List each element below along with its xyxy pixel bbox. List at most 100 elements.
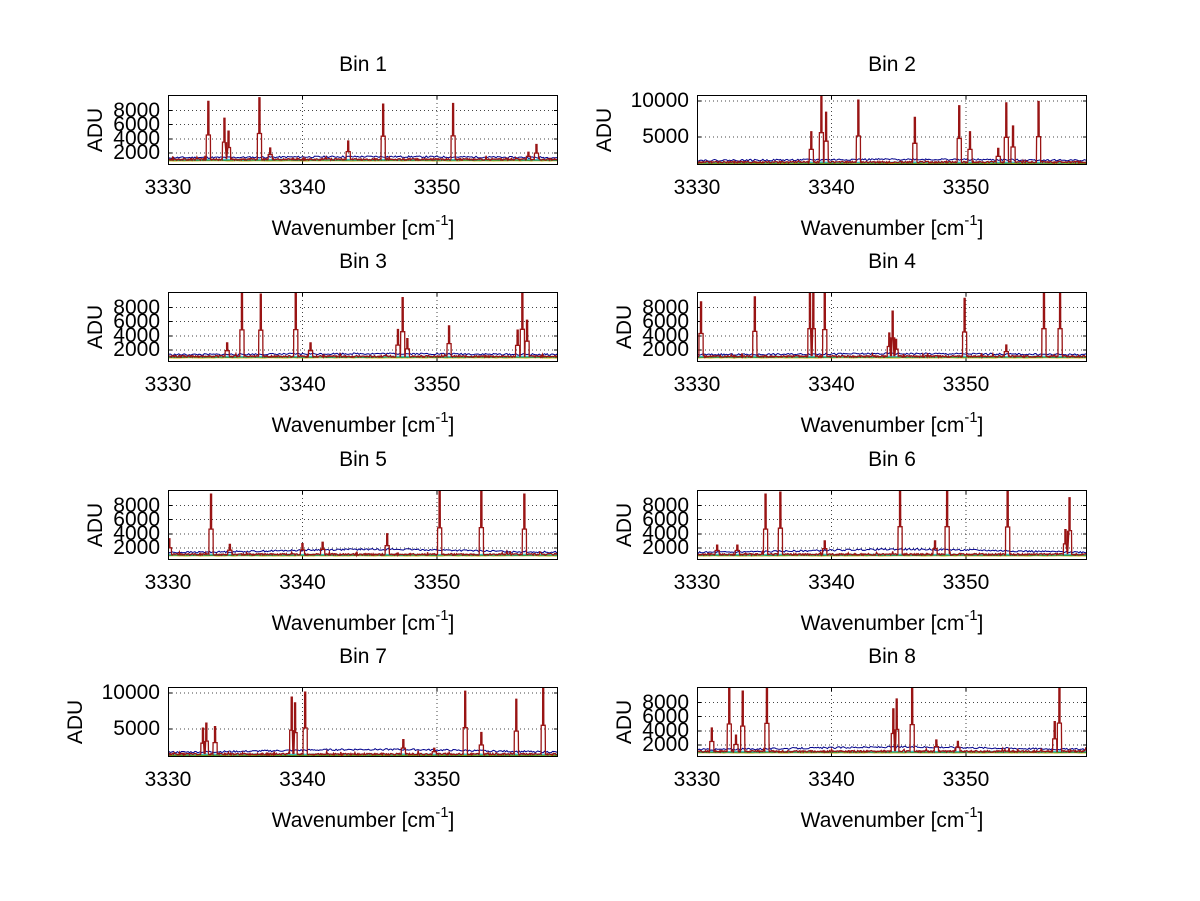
subplot-bin-5: Bin 5 2000 4000 6000 8000 3330 3340 3350 ADU Wave… <box>84 448 558 635</box>
x-axis-label-base: Wavenumber [cm <box>271 217 436 240</box>
x-axis-label-close: ] <box>977 809 984 832</box>
x-tick-label: 3350 <box>413 373 461 396</box>
x-tick-label: 3340 <box>808 571 855 594</box>
y-axis-label: ADU <box>613 502 636 548</box>
x-axis-label-close: ] <box>977 217 984 240</box>
y-tick-label: 8000 <box>642 691 689 715</box>
y-tick-label: 8000 <box>113 99 160 123</box>
x-axis-label-close: ] <box>448 809 455 832</box>
x-axis-label-base: Wavenumber [cm <box>800 612 965 635</box>
plot-area <box>168 490 558 560</box>
x-axis-label-close: ] <box>977 612 984 635</box>
y-axis-label: ADU <box>613 304 636 350</box>
y-tick-label: 5000 <box>113 717 160 741</box>
x-axis-label-exponent: -1 <box>435 805 449 821</box>
x-tick-label: 3350 <box>942 571 990 594</box>
y-tick-label: 6000 <box>642 705 689 729</box>
x-tick-label: 3330 <box>673 571 721 594</box>
x-tick-label: 3340 <box>808 768 855 791</box>
subplot-bin-4: Bin 4 2000 4000 6000 8000 3330 3340 3350 ADU Wave… <box>613 250 1087 437</box>
y-tick-label: 2000 <box>113 536 160 560</box>
subplot-title: Bin 1 <box>339 53 387 76</box>
y-tick-label: 2000 <box>642 733 689 757</box>
y-tick-label: 8000 <box>642 296 689 320</box>
subplot-bin-7: Bin 7 5000 10000 3330 3340 3350 ADU Wavenumber … <box>64 645 558 832</box>
x-axis-label: Wavenumber [cm-1] <box>697 606 1087 636</box>
x-tick-label: 3330 <box>673 768 721 791</box>
subplot-title: Bin 3 <box>339 250 387 273</box>
y-tick-label: 8000 <box>642 494 689 518</box>
subplot-title: Bin 8 <box>868 645 916 668</box>
x-axis-label-close: ] <box>448 217 455 240</box>
y-tick-label: 2000 <box>642 338 689 362</box>
x-tick-label: 3330 <box>144 176 192 199</box>
y-tick-label: 4000 <box>113 127 160 151</box>
y-tick-label: 2000 <box>113 338 160 362</box>
x-tick-label: 3340 <box>808 176 855 199</box>
x-tick-label: 3330 <box>673 373 721 396</box>
x-axis-label: Wavenumber [cm-1] <box>697 803 1087 833</box>
y-tick-label: 2000 <box>113 141 160 165</box>
x-axis-label: Wavenumber [cm-1] <box>697 211 1087 241</box>
x-tick-label: 3340 <box>279 373 326 396</box>
y-axis-label: ADU <box>64 699 87 745</box>
y-axis-label: ADU <box>593 107 616 153</box>
x-tick-label: 3340 <box>279 571 326 594</box>
x-axis-label-base: Wavenumber [cm <box>271 612 436 635</box>
y-tick-label: 6000 <box>113 113 160 137</box>
subplot-bin-8: Bin 8 2000 4000 6000 8000 3330 3340 3350 ADU Wave… <box>613 645 1087 832</box>
plot-area <box>697 687 1087 757</box>
y-axis-label: ADU <box>613 699 636 745</box>
y-tick-label: 4000 <box>642 324 689 348</box>
x-axis-label: Wavenumber [cm-1] <box>168 803 558 833</box>
x-tick-label: 3340 <box>279 768 326 791</box>
x-tick-label: 3350 <box>942 768 990 791</box>
plot-area <box>697 292 1087 362</box>
plot-area <box>168 95 558 165</box>
y-tick-label: 2000 <box>642 536 689 560</box>
subplot-title: Bin 2 <box>868 53 916 76</box>
subplot-bin-6: Bin 6 2000 4000 6000 8000 3330 3340 3350 ADU Wave… <box>613 448 1087 635</box>
x-axis-label: Wavenumber [cm-1] <box>168 211 558 241</box>
y-tick-label: 5000 <box>642 125 689 149</box>
y-tick-label: 8000 <box>113 296 160 320</box>
x-tick-label: 3330 <box>144 768 192 791</box>
y-tick-label: 4000 <box>642 719 689 743</box>
y-tick-label: 4000 <box>642 522 689 546</box>
x-axis-label: Wavenumber [cm-1] <box>168 606 558 636</box>
y-tick-label: 6000 <box>642 508 689 532</box>
x-tick-label: 3330 <box>144 373 192 396</box>
subplot-title: Bin 5 <box>339 448 387 471</box>
y-tick-label: 4000 <box>113 324 160 348</box>
plot-area <box>168 687 558 757</box>
x-axis-label-base: Wavenumber [cm <box>800 414 965 437</box>
x-axis-label-base: Wavenumber [cm <box>271 414 436 437</box>
x-axis-label: Wavenumber [cm-1] <box>168 408 558 438</box>
y-tick-label: 8000 <box>113 494 160 518</box>
x-axis-label-exponent: -1 <box>964 805 978 821</box>
y-tick-label: 6000 <box>642 310 689 334</box>
plot-area <box>697 95 1087 165</box>
x-tick-label: 3350 <box>413 571 461 594</box>
subplot-title: Bin 4 <box>868 250 916 273</box>
y-axis-label: ADU <box>84 502 107 548</box>
y-tick-label: 6000 <box>113 310 160 334</box>
x-axis-label-exponent: -1 <box>964 213 978 229</box>
subplot-bin-2: Bin 2 5000 10000 3330 3340 3350 ADU Wavenumber … <box>593 53 1087 240</box>
plot-area <box>168 292 558 362</box>
x-tick-label: 3350 <box>413 176 461 199</box>
x-axis-label-exponent: -1 <box>964 608 978 624</box>
x-axis-label-exponent: -1 <box>435 213 449 229</box>
x-tick-label: 3350 <box>413 768 461 791</box>
x-tick-label: 3350 <box>942 373 990 396</box>
x-axis-label-base: Wavenumber [cm <box>800 217 965 240</box>
x-axis-label: Wavenumber [cm-1] <box>697 408 1087 438</box>
subplot-title: Bin 7 <box>339 645 387 668</box>
y-axis-label: ADU <box>84 107 107 153</box>
x-axis-label-exponent: -1 <box>964 410 978 426</box>
subplot-bin-1: Bin 1 2000 4000 6000 8000 3330 3340 3350 ADU Wave… <box>84 53 558 240</box>
plot-area <box>697 490 1087 560</box>
subplot-title: Bin 6 <box>868 448 916 471</box>
x-axis-label-exponent: -1 <box>435 410 449 426</box>
